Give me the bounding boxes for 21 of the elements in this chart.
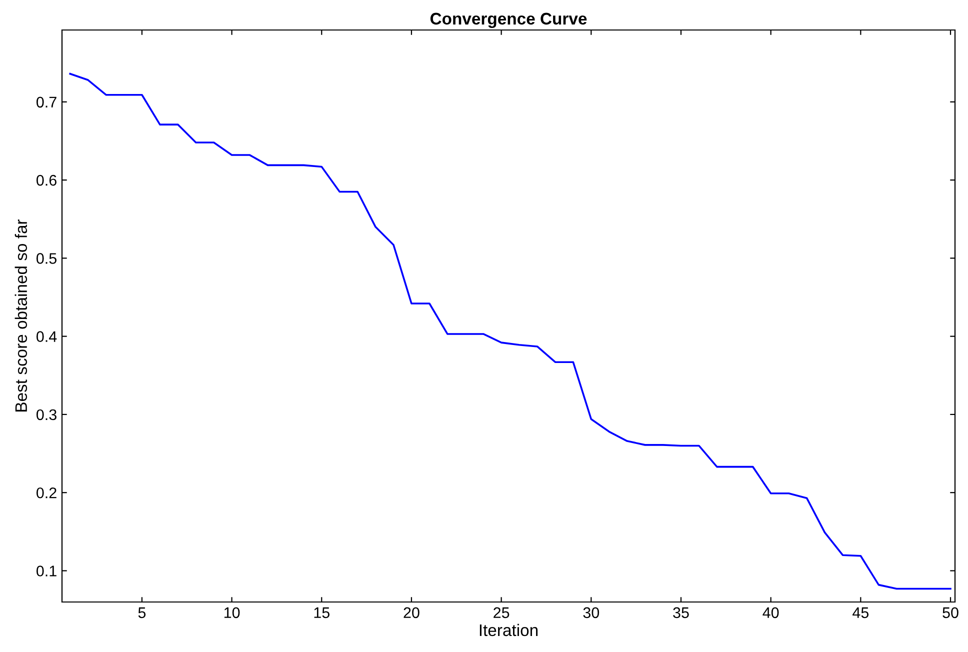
y-tick-label: 0.4: [36, 331, 57, 342]
y-tick-label: 0.7: [36, 96, 56, 108]
x-tick-label: 15: [314, 607, 330, 618]
chart-title: Convergence Curve: [430, 12, 587, 28]
y-tick-label: 0.5: [36, 253, 56, 264]
x-tick-label: 10: [224, 607, 240, 618]
y-tick-label: 0.2: [36, 487, 56, 498]
x-tick-label: 40: [762, 607, 779, 618]
y-axis-title: Best score obtained so far: [14, 219, 28, 412]
x-tick-label: 20: [404, 607, 420, 618]
x-tick-label: 25: [494, 607, 510, 618]
x-tick-label: 5: [138, 607, 146, 618]
y-tick-label: 0.6: [36, 174, 56, 186]
x-tick-label: 50: [942, 607, 958, 618]
x-tick-label: 35: [673, 607, 689, 618]
x-tick-label: 45: [852, 607, 869, 618]
x-tick-label: 30: [583, 607, 600, 618]
y-tick-label: 0.1: [36, 566, 56, 576]
x-axis-title: Iteration: [480, 624, 538, 636]
line-series: [69, 72, 952, 590]
y-tick-label: 0.3: [36, 409, 56, 420]
